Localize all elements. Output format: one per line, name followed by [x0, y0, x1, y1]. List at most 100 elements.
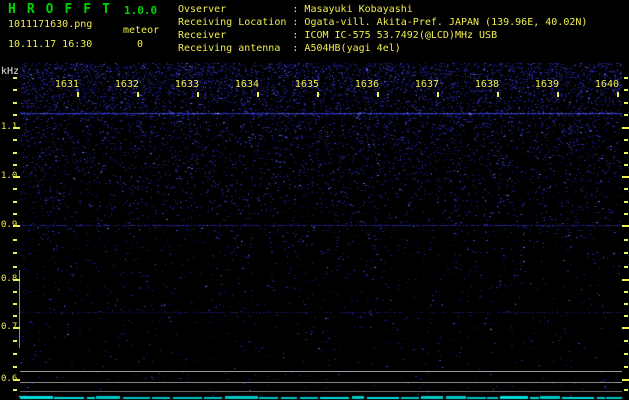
time-tick-label: 1631: [54, 79, 79, 90]
freq-minor-tick: [13, 164, 17, 166]
echo-count: 0: [137, 39, 144, 50]
freq-tick-label: 0.8: [1, 274, 18, 284]
time-tick-label: 1633: [174, 79, 199, 90]
time-tick-mark: [77, 92, 79, 97]
time-tick-mark: [617, 92, 619, 97]
freq-minor-tick: [13, 315, 17, 317]
freq-minor-tick: [624, 152, 628, 154]
time-tick-mark: [257, 92, 259, 97]
freq-minor-tick: [624, 340, 628, 342]
freq-minor-tick: [13, 188, 17, 190]
freq-tick-mark: [622, 327, 629, 329]
freq-minor-tick: [624, 89, 628, 91]
freq-minor-tick: [624, 114, 628, 116]
time-tick-mark: [197, 92, 199, 97]
freq-tick-mark: [13, 176, 20, 178]
observer-info-block: Ovserver : Masayuki Kobayashi Receiving L…: [178, 3, 587, 55]
freq-minor-tick: [13, 252, 17, 254]
freq-minor-tick: [13, 89, 17, 91]
freq-minor-tick: [624, 201, 628, 203]
observation-mode-label: meteor: [123, 25, 160, 36]
time-tick-label: 1634: [234, 79, 259, 90]
observer-info-line: Receiving antenna : A504HB(yagi 4el): [178, 43, 401, 54]
time-tick-mark: [317, 92, 319, 97]
freq-minor-tick: [13, 303, 17, 305]
freq-minor-tick: [624, 315, 628, 317]
freq-tick-label: 1.0: [1, 171, 18, 181]
freq-tick-label: 0.9: [1, 220, 18, 230]
freq-tick-mark: [622, 279, 629, 281]
observation-datetime: 10.11.17 16:30: [8, 39, 93, 50]
freq-minor-tick: [13, 139, 17, 141]
freq-minor-tick: [624, 303, 628, 305]
freq-tick-mark: [13, 379, 20, 381]
app-title: HROFFT: [8, 2, 121, 17]
observer-info-line: Receiver : ICOM IC-575 53.7492(@LCD)MHz …: [178, 30, 498, 41]
freq-minor-tick: [13, 114, 17, 116]
freq-tick-mark: [622, 379, 629, 381]
freq-minor-tick: [624, 188, 628, 190]
time-tick-label: 1639: [534, 79, 559, 90]
freq-minor-tick: [624, 164, 628, 166]
freq-minor-tick: [13, 340, 17, 342]
freq-minor-tick: [624, 366, 628, 368]
freq-minor-tick: [13, 366, 17, 368]
output-filename: 1011171630.png: [8, 19, 93, 30]
freq-tick-label: 0.6: [1, 374, 18, 384]
freq-minor-tick: [624, 239, 628, 241]
freq-tick-mark: [622, 176, 629, 178]
freq-minor-tick: [13, 266, 17, 268]
freq-minor-tick: [13, 77, 17, 79]
time-tick-label: 1638: [474, 79, 499, 90]
freq-minor-tick: [624, 139, 628, 141]
freq-tick-mark: [13, 279, 20, 281]
freq-minor-tick: [624, 291, 628, 293]
time-tick-label: 1640: [594, 79, 619, 90]
time-tick-mark: [557, 92, 559, 97]
time-tick-label: 1636: [354, 79, 379, 90]
freq-minor-tick: [13, 152, 17, 154]
level-reference-line: [20, 391, 622, 392]
freq-minor-tick: [624, 389, 628, 391]
freq-minor-tick: [624, 252, 628, 254]
frequency-unit-label: kHz: [1, 66, 20, 77]
level-scale-line: [19, 270, 20, 348]
freq-minor-tick: [624, 102, 628, 104]
time-tick-mark: [137, 92, 139, 97]
freq-tick-mark: [13, 327, 20, 329]
freq-minor-tick: [13, 389, 17, 391]
freq-minor-tick: [13, 239, 17, 241]
freq-tick-label: 0.7: [1, 322, 18, 332]
freq-minor-tick: [624, 266, 628, 268]
freq-minor-tick: [624, 77, 628, 79]
freq-tick-mark: [13, 127, 20, 129]
freq-tick-label: 1.1: [1, 122, 18, 132]
freq-minor-tick: [13, 291, 17, 293]
header: HROFFT 1.0.0 1011171630.png meteor 10.11…: [0, 0, 629, 61]
level-reference-line: [20, 382, 622, 383]
time-tick-mark: [497, 92, 499, 97]
freq-minor-tick: [624, 353, 628, 355]
time-tick-mark: [437, 92, 439, 97]
freq-tick-mark: [622, 127, 629, 129]
freq-minor-tick: [13, 353, 17, 355]
freq-minor-tick: [13, 201, 17, 203]
observer-info-line: Ovserver : Masayuki Kobayashi: [178, 4, 413, 15]
time-tick-mark: [377, 92, 379, 97]
freq-minor-tick: [13, 102, 17, 104]
freq-minor-tick: [624, 213, 628, 215]
time-tick-label: 1632: [114, 79, 139, 90]
freq-tick-mark: [13, 225, 20, 227]
time-tick-label: 1635: [294, 79, 319, 90]
level-reference-line: [20, 371, 622, 372]
app-version: 1.0.0: [124, 4, 158, 17]
freq-tick-mark: [622, 225, 629, 227]
time-tick-label: 1637: [414, 79, 439, 90]
freq-minor-tick: [13, 213, 17, 215]
observer-info-line: Receiving Location : Ogata-vill. Akita-P…: [178, 17, 588, 28]
